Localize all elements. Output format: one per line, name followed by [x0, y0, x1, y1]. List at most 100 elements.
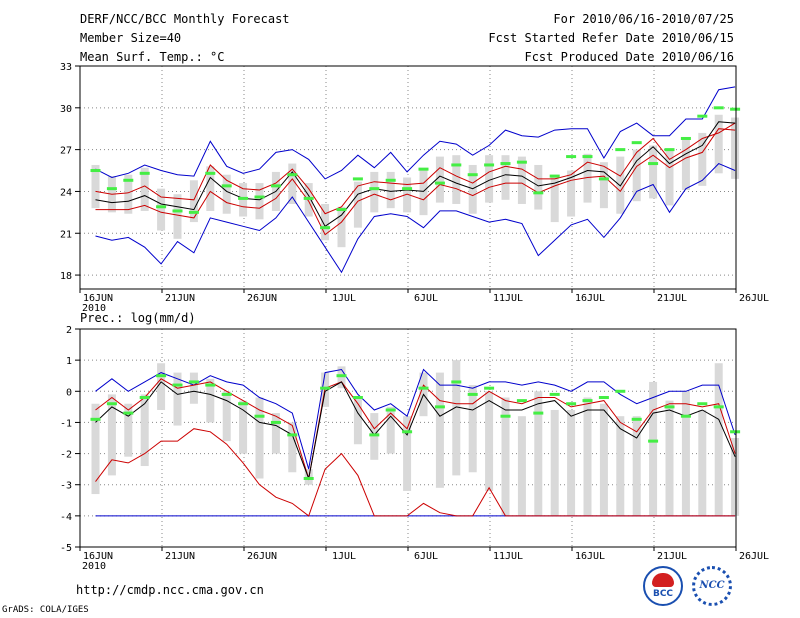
- temp-y-tick-label: 30: [60, 104, 72, 115]
- prec-inner-top-line: [95, 378, 736, 479]
- prec-ensemble-bar: [386, 406, 395, 454]
- prec-observation-marker: [500, 414, 511, 418]
- temp-x-tick-label: 6JUL: [414, 293, 438, 304]
- temp-observation-marker: [303, 196, 314, 200]
- temp-ensemble-bar: [140, 167, 149, 211]
- prec-observation-marker: [418, 386, 429, 390]
- prec-x-tick-label: 16JUN: [83, 551, 113, 562]
- prec-ensemble-bar: [403, 416, 412, 491]
- prec-x-tick-label: 21JUN: [165, 551, 195, 562]
- temp-observation-marker: [90, 169, 101, 173]
- prec-x-tick-label: 6JUL: [414, 551, 438, 562]
- bcc-logo-text: BCC: [652, 589, 674, 599]
- temp-observation-marker: [385, 178, 396, 182]
- prec-y-tick-label: 1: [66, 356, 72, 367]
- prec-observation-marker: [254, 414, 265, 418]
- temp-outer-bottom-line: [95, 163, 736, 274]
- temp-observation-marker: [533, 191, 544, 195]
- temp-observation-marker: [451, 163, 462, 167]
- temp-ensemble-bar: [386, 171, 395, 209]
- prec-y-tick-label: -3: [60, 481, 72, 492]
- bcc-logo-emblem: [652, 573, 674, 587]
- temp-observation-marker: [287, 173, 298, 177]
- prec-y-tick-label: 2: [66, 325, 72, 336]
- prec-observation-marker: [123, 411, 134, 415]
- prec-y-tick-label: -5: [60, 543, 72, 554]
- prec-observation-marker: [385, 408, 396, 412]
- prec-observation-marker: [172, 383, 183, 387]
- prec-ensemble-bar: [337, 366, 346, 389]
- prec-observation-marker: [533, 411, 544, 415]
- prec-ensemble-bar: [222, 391, 231, 442]
- prec-observation-marker: [90, 417, 101, 421]
- prec-ensemble-bar: [583, 397, 592, 516]
- temp-y-tick-label: 18: [60, 271, 72, 282]
- temp-observation-marker: [615, 148, 626, 152]
- temp-observation-marker: [549, 174, 560, 178]
- temp-ensemble-bar: [550, 174, 559, 223]
- temp-ensemble-bar: [665, 149, 674, 206]
- temp-observation-marker: [336, 208, 347, 212]
- prec-ensemble-bar: [107, 394, 116, 476]
- prec-observation-marker: [270, 420, 281, 424]
- prec-ensemble-bar: [271, 413, 280, 454]
- temp-ensemble-bar: [534, 164, 543, 210]
- prec-y-tick-label: -4: [60, 512, 72, 523]
- temp-inner-bottom-line: [95, 128, 736, 236]
- prec-ensemble-bar: [239, 400, 248, 454]
- temp-observation-marker: [188, 210, 199, 214]
- ncc-logo: NCC: [692, 566, 732, 606]
- prec-observation-marker: [730, 430, 741, 434]
- temp-ensemble-bar: [222, 174, 231, 214]
- temp-ensemble-bar: [714, 114, 723, 174]
- prec-observation-marker: [205, 383, 216, 387]
- temp-ensemble-bar: [189, 180, 198, 223]
- temp-observation-marker: [697, 114, 708, 118]
- source-url[interactable]: http://cmdp.ncc.cma.gov.cn: [76, 583, 264, 597]
- prec-observation-marker: [303, 476, 314, 480]
- prec-observation-marker: [615, 389, 626, 393]
- temp-observation-marker: [582, 155, 593, 159]
- temp-observation-marker: [270, 184, 281, 188]
- prec-observation-marker: [139, 396, 150, 400]
- prec-x-tick-label: 11JUL: [493, 551, 523, 562]
- prec-outer-top-line: [95, 368, 736, 470]
- prec-ensemble-bar: [157, 363, 166, 410]
- temp-ensemble-bar: [419, 169, 428, 216]
- prec-ensemble-bar: [288, 422, 297, 473]
- temp-ensemble-bar: [403, 177, 412, 213]
- prec-x-tick-label: 21JUL: [657, 551, 687, 562]
- temp-median-line: [95, 121, 736, 228]
- temp-ensemble-bar: [698, 132, 707, 186]
- temp-observation-marker: [139, 171, 150, 175]
- temp-observation-marker: [664, 148, 675, 152]
- temp-ensemble-bar: [370, 171, 379, 213]
- temperature-variable-label: Mean Surf. Temp.: °C: [80, 50, 225, 64]
- temp-observation-marker: [730, 107, 741, 111]
- temp-observation-marker: [402, 187, 413, 191]
- prec-ensemble-bar: [567, 409, 576, 516]
- temp-ensemble-bar: [435, 156, 444, 203]
- temp-ensemble-bar: [206, 166, 215, 211]
- temp-x-tick-label: 1JUL: [332, 293, 356, 304]
- prec-ensemble-bar: [665, 400, 674, 516]
- member-size-label: Member Size=40: [80, 31, 182, 45]
- temp-observation-marker: [352, 177, 363, 181]
- precipitation-variable-label: Prec.: log(mm/d): [80, 311, 196, 325]
- temp-x-tick-label: 26JUN: [247, 293, 277, 304]
- temp-observation-marker: [418, 167, 429, 171]
- prec-ensemble-bar: [435, 372, 444, 488]
- temp-ensemble-bar: [599, 162, 608, 209]
- prec-observation-marker: [434, 405, 445, 409]
- prec-y-tick-label: 0: [66, 387, 72, 398]
- forecast-produced-label: Fcst Produced Date 2010/06/16: [524, 50, 734, 64]
- temp-ensemble-bar: [681, 138, 690, 191]
- prec-observation-marker: [598, 396, 609, 400]
- prec-observation-marker: [664, 405, 675, 409]
- temp-observation-marker: [434, 181, 445, 185]
- prec-observation-marker: [320, 386, 331, 390]
- prec-observation-marker: [631, 417, 642, 421]
- prec-ensemble-bar: [140, 394, 149, 467]
